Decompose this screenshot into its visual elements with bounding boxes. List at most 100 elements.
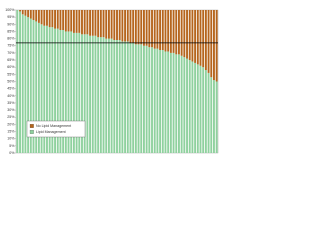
bar-segment: [167, 51, 170, 153]
bar-segment: [196, 64, 199, 153]
bar-segment: [86, 10, 89, 35]
bar-segment: [75, 32, 78, 153]
bar-segment: [99, 37, 102, 153]
y-tick-label: 90%: [7, 22, 15, 26]
bar-segment: [148, 10, 151, 48]
bar-segment: [86, 34, 89, 154]
bar-segment: [175, 10, 178, 55]
bar-segment: [67, 10, 70, 32]
bar-segment: [161, 10, 164, 51]
bar-segment: [78, 32, 81, 153]
bar-segment: [153, 10, 156, 49]
bar-segment: [188, 10, 191, 61]
bar-segment: [24, 10, 27, 16]
bar-segment: [142, 45, 145, 153]
bar-segment: [132, 42, 135, 153]
bar-segment: [62, 30, 65, 153]
bar-segment: [124, 10, 127, 42]
bar-segment: [178, 10, 180, 55]
bar-segment: [97, 37, 100, 153]
bar-segment: [59, 10, 62, 31]
bar-segment: [102, 10, 105, 38]
bar-segment: [21, 14, 24, 154]
y-tick-label: 60%: [7, 65, 15, 69]
bar-segment: [175, 54, 178, 153]
bar-segment: [105, 10, 108, 39]
bar-segment: [194, 10, 197, 63]
bar-segment: [70, 10, 73, 32]
bar-segment: [51, 10, 54, 28]
bar-segment: [116, 10, 118, 41]
bar-segment: [113, 10, 116, 41]
bar-segment: [94, 35, 97, 153]
bar-segment: [67, 31, 70, 154]
bar-segment: [186, 10, 188, 59]
bar-segment: [210, 10, 213, 78]
bar-segment: [83, 34, 86, 154]
y-tick-label: 25%: [7, 115, 15, 119]
bar-segment: [56, 10, 59, 29]
bar-segment: [37, 10, 40, 23]
bar-segment: [64, 31, 67, 154]
bar-segment: [29, 10, 32, 19]
y-tick-label: 10%: [7, 137, 15, 141]
bar-segment: [94, 10, 97, 36]
bar-segment: [99, 10, 102, 38]
y-tick-label: 80%: [7, 37, 15, 41]
bar-segment: [46, 10, 48, 26]
bar-segment: [172, 10, 175, 53]
legend-label: No Lipid Management: [36, 124, 71, 128]
bar-segment: [54, 28, 56, 154]
bar-segment: [29, 18, 32, 153]
bar-segment: [151, 10, 153, 48]
bar-segment: [204, 10, 207, 71]
bar-segment: [134, 44, 137, 153]
bar-segment: [110, 10, 113, 39]
y-tick-label: 100%: [5, 8, 15, 12]
bar-segment: [140, 10, 143, 45]
bar-segment: [116, 40, 118, 153]
bar-segment: [43, 10, 46, 26]
bar-segment: [172, 52, 175, 153]
y-tick-label: 50%: [7, 79, 15, 83]
bar-segment: [126, 10, 129, 42]
y-tick-label: 45%: [7, 87, 15, 91]
bar-segment: [153, 48, 156, 153]
y-tick-label: 65%: [7, 58, 15, 62]
bar-segment: [142, 10, 145, 46]
bar-segment: [40, 10, 43, 25]
legend-swatch: [29, 130, 34, 134]
bar-segment: [180, 55, 183, 154]
bar-segment: [62, 10, 65, 31]
bar-segment: [91, 35, 94, 153]
bar-segment: [121, 41, 124, 153]
bar-segment: [89, 35, 92, 153]
y-tick-label: 75%: [7, 44, 15, 48]
bar-segment: [72, 10, 75, 33]
y-tick-label: 20%: [7, 122, 15, 126]
y-tick-label: 95%: [7, 15, 15, 19]
bar-segment: [89, 10, 92, 36]
y-tick-label: 30%: [7, 108, 15, 112]
bar-segment: [121, 10, 124, 42]
y-tick-label: 70%: [7, 51, 15, 55]
bar-segment: [210, 77, 213, 153]
bar-segment: [151, 47, 153, 153]
bar-segment: [191, 61, 194, 154]
bar-segment: [75, 10, 78, 33]
bar-segment: [140, 44, 143, 153]
bar-segment: [207, 10, 210, 73]
bar-segment: [107, 10, 110, 39]
bar-segment: [56, 28, 59, 154]
bar-segment: [81, 10, 83, 35]
chart: 0% 5% 10% 15% 20% 25% 30% 35% 40% 45% 50% 55% 60% 65%…: [5, 8, 219, 155]
bar-segment: [19, 10, 21, 12]
bar-segment: [16, 10, 19, 153]
legend-box: [26, 120, 86, 138]
bar-segment: [194, 62, 197, 153]
bar-segment: [215, 81, 218, 153]
bar-segment: [145, 45, 148, 153]
bar-segment: [161, 50, 164, 153]
legend-label: Lipid Management: [36, 130, 66, 134]
bar-segment: [159, 10, 162, 51]
